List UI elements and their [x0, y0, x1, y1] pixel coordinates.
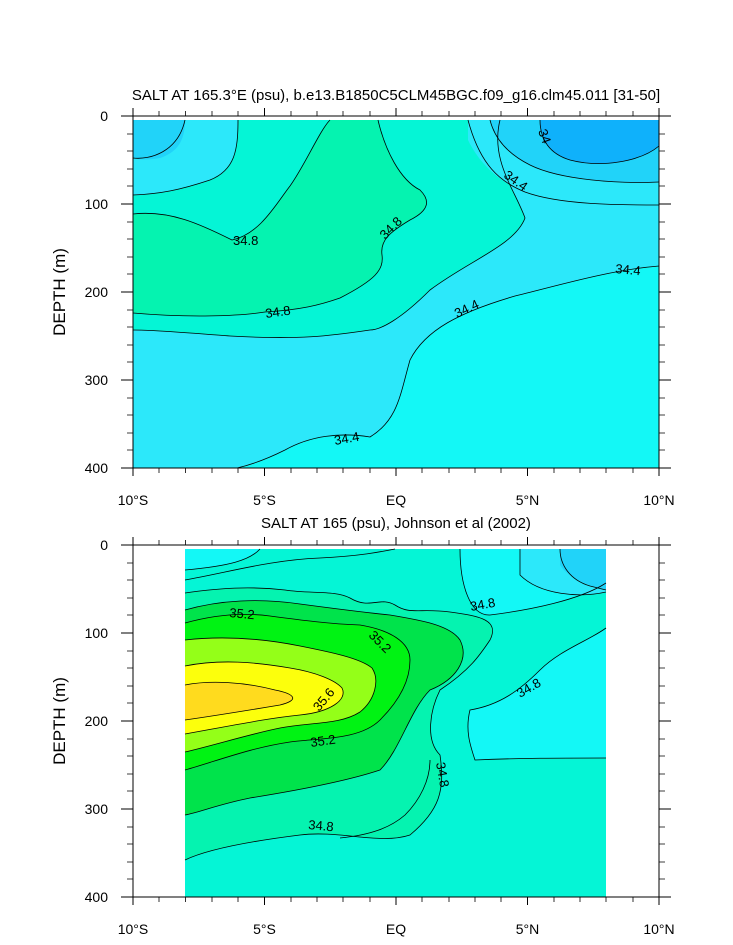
contour-line: [132, 119, 239, 196]
y-axis-label: DEPTH (m): [50, 248, 69, 336]
panel-model: SALT AT 165.3°E (psu), b.e13.B1850C5CLM4…: [50, 87, 675, 508]
panel-observed-plot: 35.2 35.2 34.8 35.6 34.8 35.2 34.8 34.8: [132, 544, 660, 898]
x-ticks: [132, 108, 660, 476]
contour-label: 34.8: [233, 233, 258, 248]
y-tick-label: 100: [85, 625, 109, 641]
model-contour-lines: [132, 119, 660, 469]
y-axis-label: DEPTH (m): [50, 677, 69, 765]
x-ticks: [132, 537, 660, 905]
contour-line: [184, 600, 464, 816]
fill-34-4-right: [467, 628, 606, 760]
contour-line: [184, 681, 293, 721]
x-tick-label: 10°S: [118, 921, 149, 937]
panel-model-axes: 0 100 200 300 400 10°S 5°S EQ 5°N 10°N D…: [50, 108, 675, 508]
contour-line: [184, 587, 493, 861]
contour-line: [459, 548, 607, 616]
panel-model-title: SALT AT 165.3°E (psu), b.e13.B1850C5CLM4…: [132, 87, 660, 104]
contour-line: [132, 119, 427, 317]
y-ticks: [121, 544, 671, 898]
panel-observed-title: SALT AT 165 (psu), Johnson et al (2002): [261, 515, 531, 532]
y-minor-tick-marks: [127, 562, 665, 880]
x-tick-label: 10°N: [643, 921, 674, 937]
panel-model-plot: 34 34.4 34.8 34.8 34.8 34.4 34.4 34.4: [132, 115, 660, 469]
panel-observed-axes: 0 100 200 300 400 10°S 5°S EQ 5°N 10°N D…: [50, 537, 675, 937]
contour-line: [132, 119, 186, 159]
contour-line: [184, 661, 344, 735]
y-tick-label: 0: [100, 108, 108, 124]
contour-line: [467, 119, 660, 206]
x-tick-label: 10°S: [118, 492, 149, 508]
x-tick-label: 10°N: [643, 492, 674, 508]
y-ticks: [121, 115, 671, 469]
fill-34-8-region: [133, 120, 427, 316]
y-minor-ticks: [127, 562, 665, 880]
x-tick-label: 5°S: [253, 492, 276, 508]
x-tick-label: 5°N: [516, 492, 540, 508]
contour-label: 34.4: [333, 429, 361, 448]
contour-line: [489, 119, 660, 183]
y-minor-ticks: [127, 133, 665, 451]
contour-line: [467, 627, 607, 761]
contour-line: [132, 119, 331, 241]
observed-contour-lines: [184, 548, 607, 861]
contour-line: [184, 548, 396, 581]
contour-line: [339, 759, 431, 839]
fill-35-8-core: [185, 682, 293, 720]
fill-34-0-corner: [560, 549, 606, 590]
contour-line: [539, 119, 660, 164]
x-minor-tick-marks: [158, 111, 634, 473]
y-tick-label: 400: [85, 889, 109, 905]
contour-label: 35.2: [309, 732, 336, 750]
y-tick-label: 200: [85, 284, 109, 300]
contour-label: 35.2: [229, 605, 256, 622]
contour-label: 34: [535, 127, 554, 146]
panel-observed: SALT AT 165 (psu), Johnson et al (2002): [50, 515, 675, 937]
y-tick-label: 300: [85, 372, 109, 388]
y-tick-label: 400: [85, 460, 109, 476]
y-tick-label: 300: [85, 801, 109, 817]
contour-label: 34.8: [469, 595, 497, 614]
contour-label: 34.8: [308, 817, 335, 834]
fill-34-0-left: [133, 120, 185, 160]
x-minor-ticks: [158, 111, 634, 473]
contour-line: [236, 265, 660, 469]
contour-label: 34.8: [433, 761, 452, 789]
y-tick-label: 0: [100, 537, 108, 553]
contour-line: [184, 614, 411, 771]
contour-line: [559, 548, 607, 591]
x-minor-tick-marks: [158, 540, 634, 902]
contour-label: 34.8: [264, 303, 291, 321]
fill-34-4-left: [185, 549, 260, 570]
contour-line: [184, 637, 377, 753]
contour-line: [519, 549, 607, 596]
x-tick-label: 5°N: [516, 921, 540, 937]
y-tick-label: 100: [85, 196, 109, 212]
fill-33-8-right: [540, 120, 659, 164]
x-tick-label: 5°S: [253, 921, 276, 937]
x-tick-label: EQ: [386, 921, 406, 937]
x-minor-ticks: [158, 540, 634, 902]
contour-label: 34.4: [615, 261, 642, 278]
contour-line: [132, 119, 526, 338]
y-tick-label: 200: [85, 713, 109, 729]
x-tick-label: EQ: [386, 492, 406, 508]
y-minor-tick-marks: [127, 133, 665, 451]
contour-line: [184, 548, 261, 571]
